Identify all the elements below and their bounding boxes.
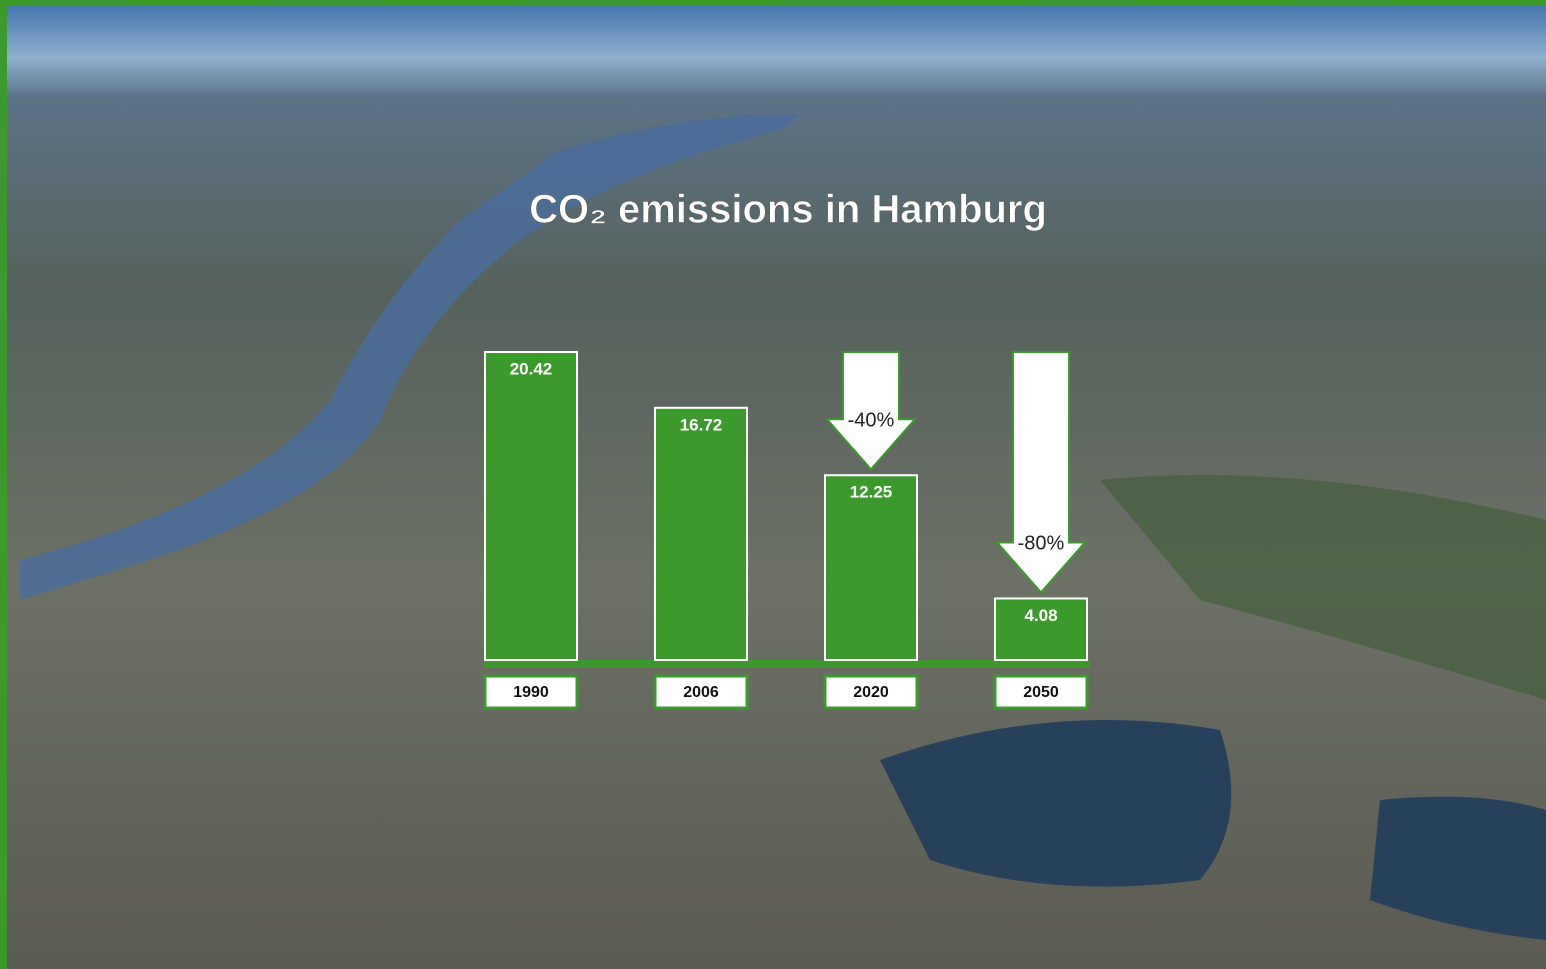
value-label: 12.25 xyxy=(850,483,893,502)
x-tick-label: 2006 xyxy=(683,684,719,701)
annotation: -40% xyxy=(848,410,895,432)
bar xyxy=(825,475,917,660)
bar xyxy=(655,408,747,660)
page: CO₂ emissions in Hamburg 20.42 1990 16.72 2… xyxy=(0,0,1546,969)
bar xyxy=(485,352,577,660)
chart: CO₂ emissions in Hamburg 20.42 1990 16.72 2… xyxy=(0,0,1546,969)
frame xyxy=(0,0,1546,6)
value-label: 16.72 xyxy=(680,415,723,434)
annotation: -80% xyxy=(1018,533,1065,555)
value-label: 20.42 xyxy=(510,359,553,378)
x-tick-label: 1990 xyxy=(513,684,549,701)
value-label: 4.08 xyxy=(1024,606,1057,625)
frame xyxy=(0,0,7,969)
baseline xyxy=(484,660,1090,668)
chart-title: CO₂ emissions in Hamburg xyxy=(529,188,1047,232)
x-tick-label: 2050 xyxy=(1023,684,1059,701)
x-tick-label: 2020 xyxy=(853,684,889,701)
